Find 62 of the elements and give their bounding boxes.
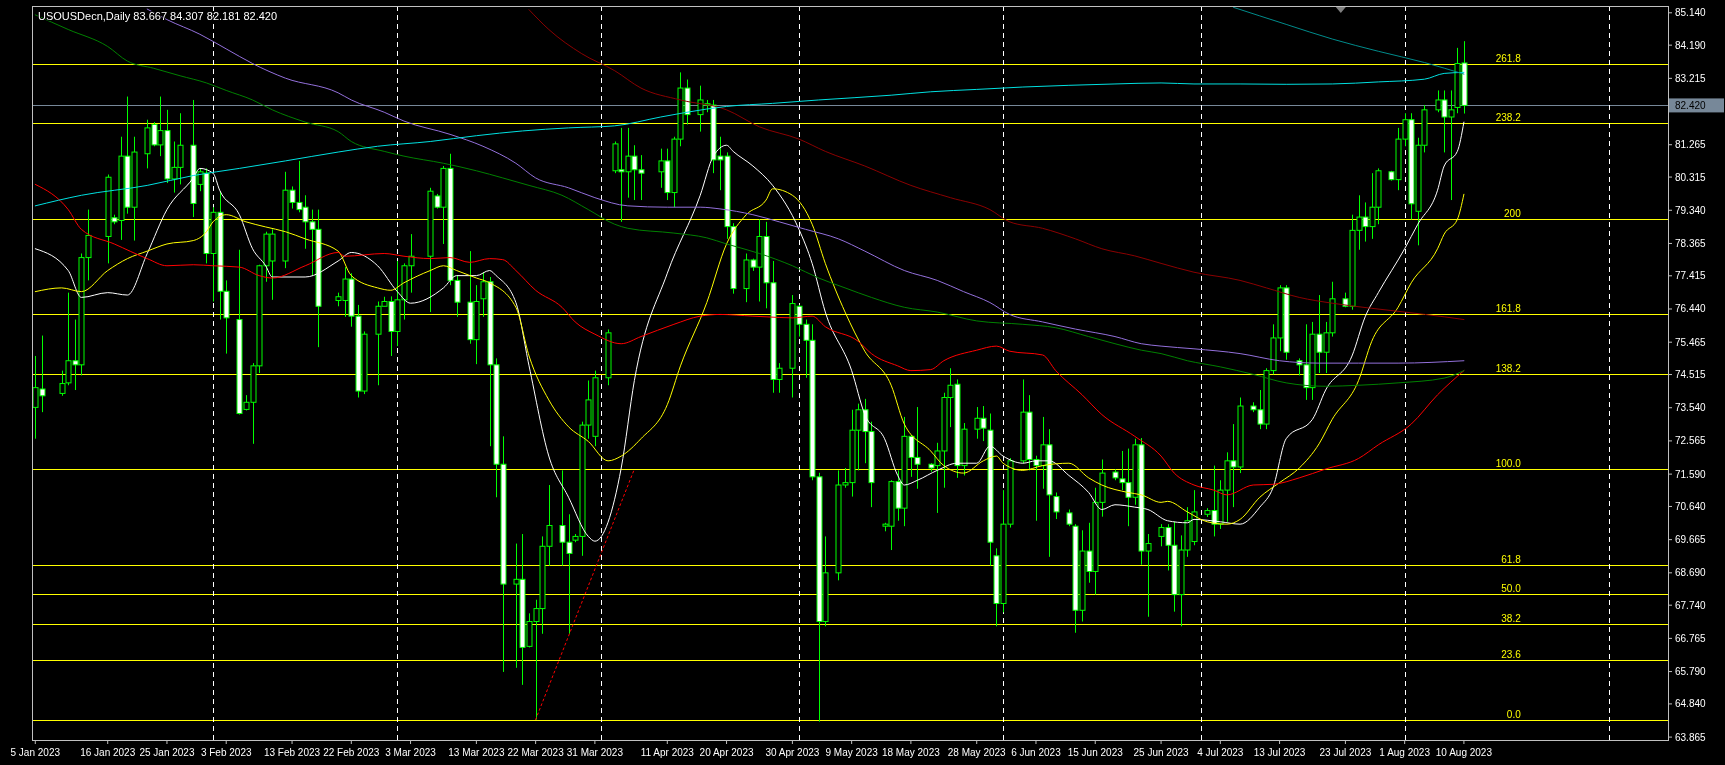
- x-tick-label: 23 Jul 2023: [1319, 747, 1372, 758]
- x-tick-label: 18 May 2023: [881, 747, 941, 758]
- x-tick-label: 6 Jun 2023: [1011, 747, 1062, 758]
- y-tick-label: 72.565: [1675, 435, 1707, 447]
- x-tick-label: 5 Jan 2023: [10, 747, 61, 758]
- x-tick-label: 1 Aug 2023: [1379, 747, 1431, 758]
- x-tick-label: 13 Feb 2023: [263, 747, 321, 758]
- x-tick-label: 15 Jun 2023: [1067, 747, 1124, 758]
- annotation: 23.6: [1501, 648, 1522, 660]
- annotation: 50.0: [1501, 582, 1522, 594]
- x-tick-label: 22 Feb 2023: [323, 747, 380, 758]
- y-tick-label: 83.215: [1675, 72, 1707, 84]
- x-tick-label: 10 Aug 2023: [1435, 747, 1493, 758]
- y-tick-label: 78.365: [1675, 237, 1707, 249]
- annotation: 161.8: [1495, 302, 1522, 314]
- y-tick-label: 77.415: [1675, 270, 1707, 282]
- x-tick-label: 25 Jan 2023: [139, 747, 195, 758]
- y-tick-label: 71.590: [1675, 468, 1707, 480]
- annotation: 200: [1504, 207, 1522, 219]
- candlestick: [1053, 492, 1060, 520]
- x-tick-label: 30 Apr 2023: [765, 747, 820, 758]
- y-tick-label: 69.665: [1675, 534, 1707, 546]
- y-tick-label: 64.840: [1675, 698, 1707, 710]
- x-tick-label: 16 Jan 2023: [80, 747, 136, 758]
- y-tick-label: 80.315: [1675, 171, 1707, 183]
- y-tick-label: 73.540: [1675, 402, 1707, 414]
- y-tick-label: 84.190: [1675, 39, 1707, 51]
- x-tick-label: 28 May 2023: [947, 747, 1007, 758]
- x-tick-label: 11 Apr 2023: [640, 747, 695, 758]
- x-tick-label: 20 Apr 2023: [699, 747, 754, 758]
- y-tick-label: 79.340: [1675, 204, 1707, 216]
- y-tick-label: 70.640: [1675, 500, 1707, 512]
- x-tick-label: 13 Mar 2023: [448, 747, 505, 758]
- y-tick-label: 65.790: [1675, 666, 1707, 678]
- line-series: [1232, 6, 1465, 75]
- x-tick-label: 31 Mar 2023: [566, 747, 624, 758]
- x-tick-label: 13 Jul 2023: [1253, 747, 1306, 758]
- line-series: [34, 71, 1465, 207]
- annotation: 100.0: [1495, 457, 1522, 469]
- annotation: 0.0: [1506, 708, 1522, 720]
- y-tick-label: 81.265: [1675, 139, 1707, 151]
- annotation: 261.8: [1495, 52, 1522, 64]
- y-tick-label: 74.515: [1675, 369, 1707, 381]
- x-tick-label: 9 May 2023: [825, 747, 879, 758]
- annotation: 38.2: [1501, 612, 1522, 624]
- y-tick-label: 66.765: [1675, 632, 1707, 644]
- x-tick-label: 4 Jul 2023: [1197, 747, 1244, 758]
- y-tick-label: 85.140: [1675, 7, 1707, 19]
- annotation: 61.8: [1501, 553, 1522, 565]
- ref-line-label: 82.420: [1675, 99, 1707, 111]
- y-tick-label: 67.740: [1675, 599, 1707, 611]
- annotation: 238.2: [1495, 111, 1522, 123]
- y-tick-label: 75.465: [1675, 336, 1707, 348]
- x-tick-label: 25 Jun 2023: [1133, 747, 1190, 758]
- x-tick-label: 3 Feb 2023: [200, 747, 252, 758]
- annotation: 138.2: [1495, 362, 1522, 374]
- y-tick-label: 63.865: [1675, 731, 1707, 743]
- x-tick-label: 3 Mar 2023: [385, 747, 437, 758]
- y-tick-label: 76.440: [1675, 303, 1707, 315]
- x-tick-label: 22 Mar 2023: [507, 747, 565, 758]
- line-series: [528, 9, 1465, 321]
- y-tick-label: 68.690: [1675, 567, 1707, 579]
